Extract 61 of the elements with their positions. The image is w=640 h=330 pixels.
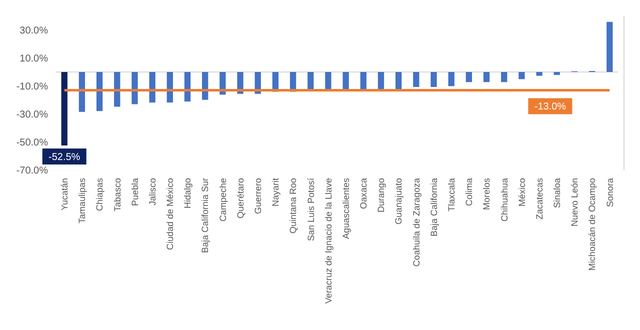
x-tick-label: Baja California: [428, 178, 439, 237]
x-tick-label: Aguascalientes: [340, 178, 351, 240]
x-tick-label: Durango: [376, 178, 386, 213]
x-tick-label: San Luis Potosí: [306, 178, 316, 242]
bar: [536, 72, 542, 76]
x-tick-label: México: [516, 178, 527, 207]
x-tick-label: Nayarit: [270, 178, 281, 207]
bar: [466, 72, 472, 82]
bar: [132, 72, 138, 104]
x-tick-label: Chihuahua: [499, 178, 510, 222]
bar: [413, 72, 420, 87]
x-tick-label: Tabasco: [112, 178, 122, 212]
bar: [448, 72, 454, 86]
ref-line-label: -13.0%: [534, 102, 566, 113]
bar: [378, 72, 384, 90]
data-label: -52.5%: [48, 152, 80, 163]
x-tick-label: Veracruz de Ignacio de la Llave: [323, 178, 334, 304]
bar: [554, 72, 560, 75]
x-tick-label: Sinaloa: [552, 178, 562, 208]
x-tick-label: Quintana Roo: [288, 178, 298, 234]
x-tick-label: Michoacán de Ocampo: [587, 178, 598, 271]
y-tick-label: -70.0%: [16, 166, 48, 176]
bar: [308, 72, 314, 90]
bar: [114, 72, 120, 107]
x-tick-label: Campeche: [218, 178, 228, 222]
bar: [483, 72, 490, 82]
bar: [501, 72, 508, 82]
y-tick-label: 30.0%: [20, 26, 48, 36]
x-tick-label: Sonora: [604, 178, 615, 208]
y-tick-label: 10.0%: [20, 54, 48, 64]
x-tick-label: Tamaulipas: [77, 178, 88, 224]
bar: [518, 72, 525, 80]
x-tick-label: Guerrero: [252, 178, 263, 214]
x-tick-label: Baja California Sur: [200, 178, 210, 254]
x-tick-label: Puebla: [130, 178, 140, 206]
bar: [325, 72, 332, 90]
y-tick-label: -10.0%: [16, 82, 48, 92]
x-tick-label: Jalisco: [147, 178, 158, 206]
x-tick-label: Morelos: [482, 178, 492, 210]
bar: [96, 72, 103, 112]
x-tick-label: Tlaxcala: [446, 178, 456, 212]
bar: [360, 72, 366, 90]
bar: [342, 72, 349, 90]
x-tick-label: Guanajuato: [394, 178, 404, 225]
y-tick-label: -30.0%: [16, 110, 48, 120]
x-tick-label: Nuevo León: [570, 178, 580, 227]
x-tick-label: Ciudad de México: [165, 178, 176, 250]
x-tick-label: Chiapas: [94, 178, 105, 212]
x-tick-label: Colima: [464, 178, 474, 206]
bar: [606, 22, 613, 72]
x-tick-label: Yucatán: [60, 178, 70, 211]
bar: [78, 72, 86, 112]
bar: [395, 72, 402, 90]
x-tick-label: Querétaro: [235, 178, 246, 219]
bar: [61, 72, 68, 146]
y-tick-label: -50.0%: [16, 138, 48, 148]
x-tick-label: Hidalgo: [182, 178, 193, 209]
x-tick-label: Coahuila de Zaragoza: [411, 178, 422, 267]
x-tick-label: Zacatecas: [534, 178, 544, 220]
x-tick-label: Oaxaca: [358, 178, 369, 210]
bar: [430, 72, 437, 87]
